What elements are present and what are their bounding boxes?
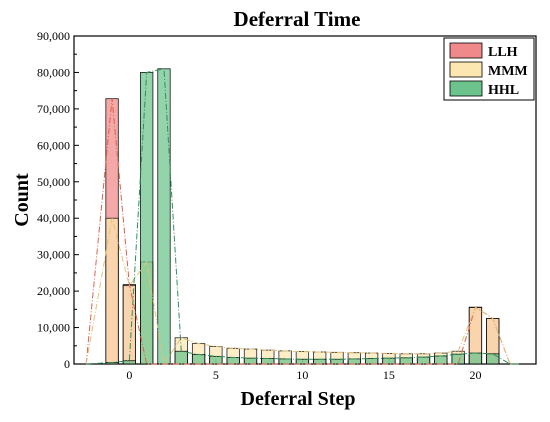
plot-area: 0 10,000 20,000 30,000 40,000 50,000 60,000 70,… [37,29,537,382]
legend-label-hhl: HHL [488,83,519,98]
bar-hhl [191,354,206,365]
bar-hhl [486,353,500,365]
x-tick-label: 0 [126,368,132,382]
x-tick-label: 20 [469,368,481,382]
series-hhl-line [86,68,519,365]
x-tick-label: 15 [383,368,395,382]
y-tick-label: 20,000 [37,284,70,298]
bar-hhl [122,360,136,365]
legend-label-llh: LLH [488,45,518,60]
bar-hhl [382,357,396,365]
bar-hhl [330,358,344,365]
bar-hhl [226,357,240,365]
bar-hhl [157,68,171,365]
bar-hhl [140,72,154,365]
bar-mmm [122,285,136,365]
legend-label-mmm: MMM [488,64,528,79]
bar-hhl [243,357,258,365]
chart-title: Deferral Time [234,7,361,31]
y-tick-label: 60,000 [37,138,70,152]
legend: LLH MMM HHL [443,37,535,101]
x-axis-label: Deferral Step [241,388,356,410]
bar-hhl [399,357,413,365]
bar-hhl [209,355,223,365]
legend-swatch-hhl [449,80,483,97]
bar-hhl [416,356,431,365]
x-tick-label: 5 [213,368,219,382]
y-tick-label: 80,000 [37,65,70,79]
y-tick-label: 0 [64,357,70,371]
bar-hhl [261,358,275,365]
y-tick-label: 30,000 [37,248,70,262]
bar-hhl [364,358,379,365]
bar-hhl [295,358,310,365]
series-mmm-line [85,218,519,366]
bar-hhl [313,358,327,365]
y-axis-label: Count [11,173,33,227]
legend-swatch-llh [449,42,483,59]
y-tick-label: 40,000 [37,211,70,225]
bar-hhl [434,355,448,365]
y-tick-label: 50,000 [37,175,70,189]
y-tick-label: 90,000 [37,29,70,43]
legend-swatch-mmm [449,61,483,78]
bar-hhl [278,358,292,365]
series-llh-line [85,98,519,365]
y-tick-label: 10,000 [37,321,70,335]
x-tick-label: 10 [296,368,308,382]
bar-hhl [347,358,361,365]
y-tick-label: 70,000 [37,102,70,116]
bar-hhl [468,352,483,365]
bar-hhl [174,350,188,365]
